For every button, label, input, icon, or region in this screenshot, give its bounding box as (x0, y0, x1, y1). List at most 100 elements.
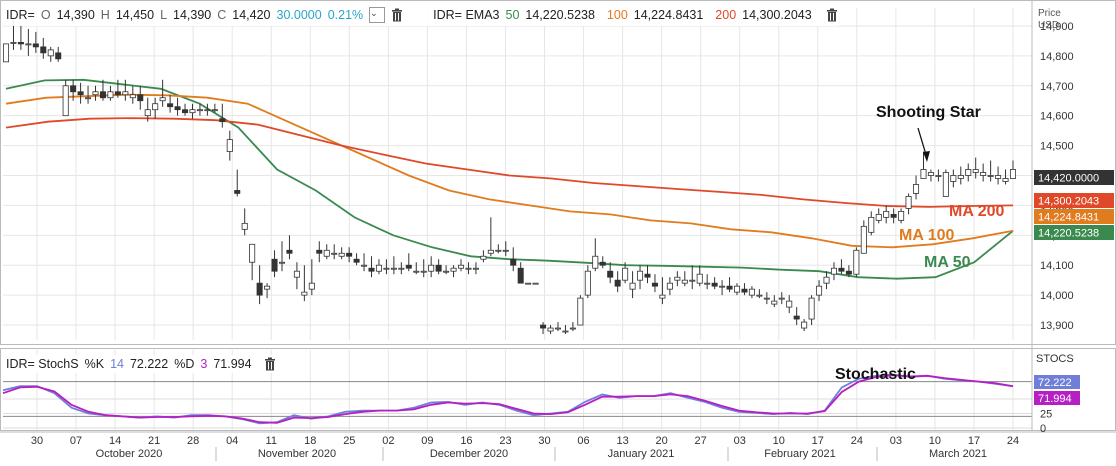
candle-body (584, 270, 591, 296)
candle-body (226, 139, 233, 152)
candle-body (972, 169, 979, 173)
open-value: 14,390 (56, 8, 95, 22)
x-tick-label: 24 (1007, 435, 1019, 447)
x-month-label: March 2021 (929, 448, 987, 460)
candle-body (927, 172, 934, 176)
candle-body (196, 109, 203, 112)
candle-body (316, 249, 323, 254)
candle-body (211, 109, 218, 112)
ema50-value: 14,220.5238 (525, 8, 595, 22)
candle-body (420, 270, 427, 273)
y-tick-label: 14,000 (1040, 290, 1074, 302)
x-tick-label: 24 (851, 435, 863, 447)
candle-body (107, 91, 114, 99)
grid (3, 8, 1032, 430)
candle-body (771, 300, 778, 305)
ema50-period: 50 (505, 8, 520, 22)
stoch-tag-bg (1034, 391, 1080, 405)
candle-body (286, 249, 293, 254)
candle-body (25, 43, 32, 46)
ma-line-ma200 (5, 117, 1014, 208)
candle-body (278, 261, 286, 264)
stoch-tag: 72.222 (1038, 377, 1072, 389)
trash-icon[interactable] (826, 8, 838, 22)
trash-icon[interactable] (264, 357, 276, 371)
candle-body (599, 261, 606, 266)
candle-body (659, 294, 666, 299)
candle-body (651, 282, 658, 287)
candle-body (748, 288, 755, 296)
candle-body (808, 297, 815, 320)
candle-body (816, 285, 823, 296)
candle-body (980, 172, 987, 176)
x-tick-label: 30 (31, 435, 43, 447)
x-tick-label: 10 (773, 435, 785, 447)
candle-body (10, 41, 17, 44)
candle-body (733, 285, 741, 293)
candle-body (40, 46, 47, 54)
candle-body (674, 276, 681, 281)
stochastic-header: IDR= StochS %K 14 72.222 %D 3 71.994 (6, 355, 276, 373)
candle-body (913, 184, 920, 194)
candle-body (122, 91, 129, 96)
annotation-ma200: MA 200 (949, 203, 1005, 220)
stoch-line-d (2, 374, 1014, 424)
x-tick-label: 16 (460, 435, 472, 447)
ema100-period: 100 (606, 8, 628, 22)
candle-body (249, 243, 256, 263)
trash-icon[interactable] (391, 8, 403, 22)
price-header: IDR= O 14,390 H 14,450 L 14,390 C 14,420 30.… (6, 4, 838, 26)
x-tick-label: 23 (499, 435, 511, 447)
x-tick-label: 20 (656, 435, 668, 447)
candle-body (607, 270, 614, 278)
price-tag-bg (1034, 170, 1114, 185)
x-tick-label: 09 (421, 435, 433, 447)
dropdown-icon[interactable]: ⌄ (369, 7, 386, 23)
x-tick-label: 28 (187, 435, 199, 447)
candle-body (361, 264, 368, 267)
ma-line-ma100 (5, 93, 1014, 249)
candle-body (756, 294, 763, 297)
candle-body (875, 213, 882, 221)
candle-body (577, 297, 584, 326)
candle-body (450, 267, 457, 272)
y-tick-label: 14,100 (1040, 260, 1074, 272)
x-tick-label: 03 (890, 435, 902, 447)
candle-body (323, 249, 330, 257)
candle-body (472, 267, 479, 270)
candle-body (801, 321, 808, 329)
stoch-k-label: %K (84, 357, 105, 371)
candle-body (644, 273, 651, 278)
annotations: Shooting Star MA 200 MA 100 MA 50 Stochastic (835, 104, 1005, 383)
annotation-shooting-star: Shooting Star (876, 104, 981, 121)
candle-body (189, 109, 196, 114)
candle-body (629, 282, 636, 290)
annotation-ma100: MA 100 (899, 227, 955, 244)
x-tick-label: 27 (695, 435, 707, 447)
candle-body (204, 109, 211, 112)
candle-body (241, 222, 248, 230)
candle-body (144, 109, 151, 117)
candle-body (308, 282, 315, 290)
candle-body (763, 297, 770, 300)
y-tick-label: 13,900 (1040, 320, 1074, 332)
x-tick-label: 30 (538, 435, 550, 447)
stoch-d-label: %D (174, 357, 195, 371)
candle-body (55, 52, 62, 60)
x-tick-label: 02 (382, 435, 394, 447)
change-value: 30.0000 (276, 8, 322, 22)
y-tick-label: 14,900 (1040, 21, 1074, 33)
candle-body (845, 270, 852, 275)
candle-body (375, 264, 382, 272)
price-tags: 14,420.0000 14,300.2043 14,224.8431 14,220.… (1034, 170, 1114, 405)
candle-body (85, 97, 92, 100)
x-month-label: November 2020 (258, 448, 336, 460)
change-pct: 0.21% (327, 8, 364, 22)
candle-body (256, 282, 263, 296)
ema200-value: 14,300.2043 (742, 8, 812, 22)
low-value: 14,390 (173, 8, 212, 22)
candle-body (152, 103, 159, 111)
candle-body (547, 327, 554, 332)
candle-body (950, 175, 957, 182)
